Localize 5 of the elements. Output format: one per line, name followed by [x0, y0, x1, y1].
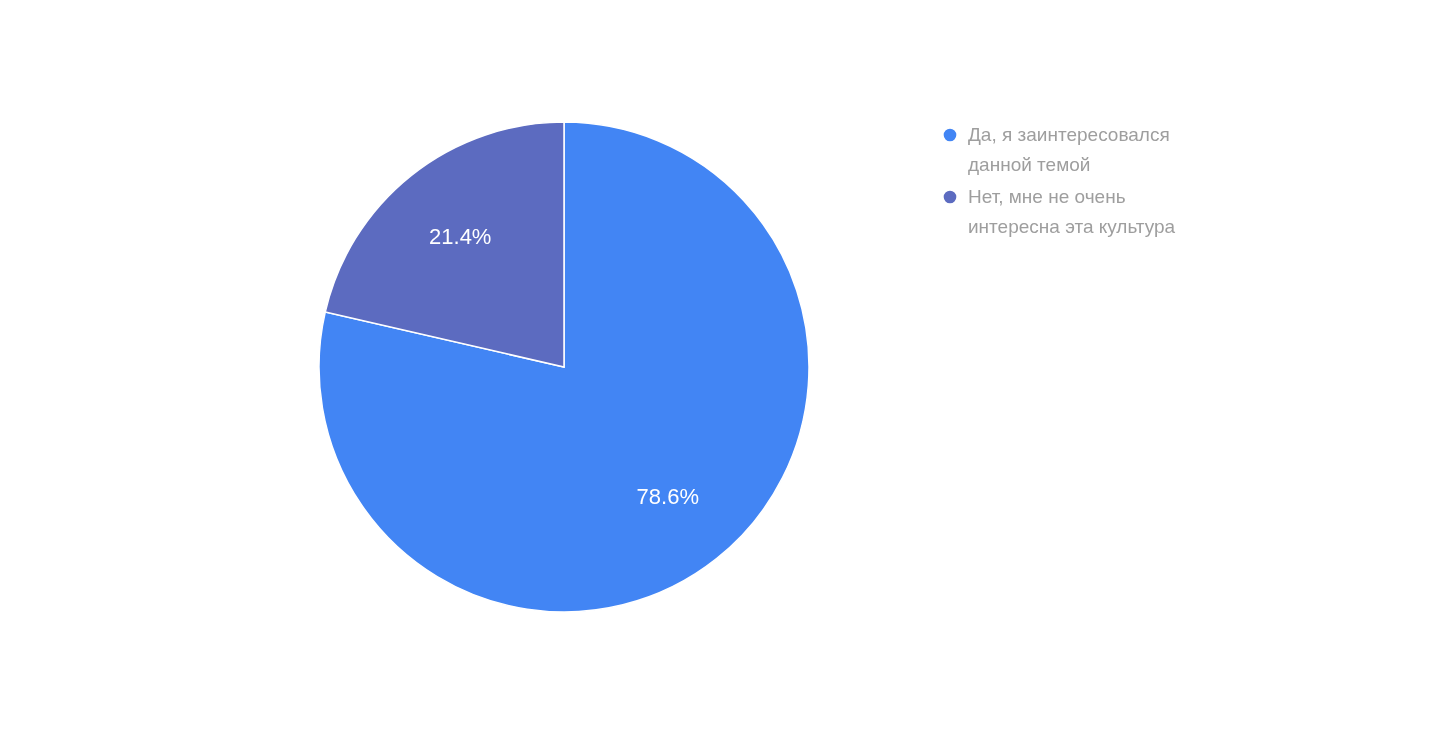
- data-label: 78.6%: [636, 484, 699, 510]
- data-label: 21.4%: [429, 223, 492, 249]
- pie-slice: [318, 121, 810, 613]
- legend-label: Нет, мне не очень интересна эта культура: [968, 186, 1176, 237]
- legend-label: Да, я заинтересовался данной темой: [968, 124, 1170, 175]
